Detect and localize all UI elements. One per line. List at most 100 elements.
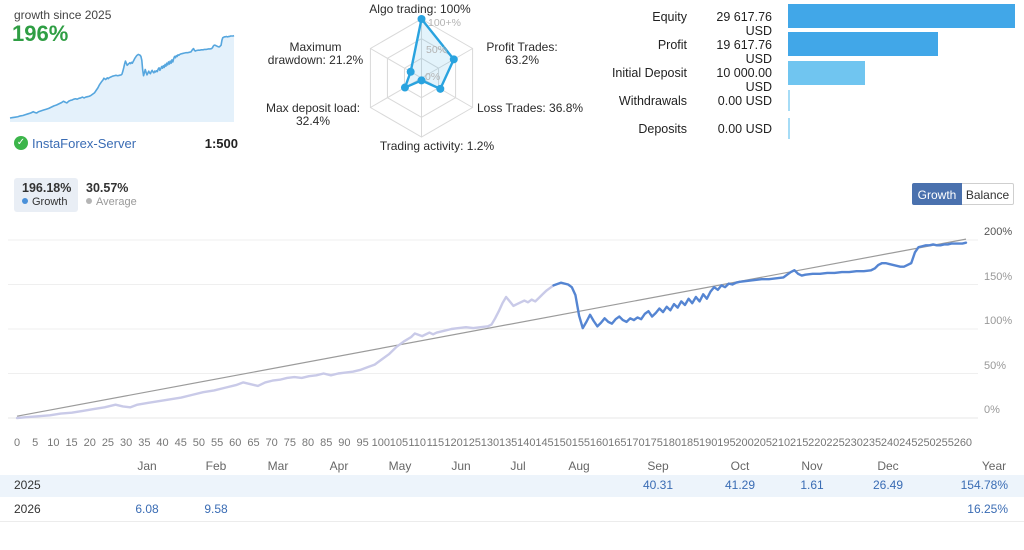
year-label-2026: 2026: [14, 502, 41, 516]
x-tick: 105: [389, 437, 409, 449]
legend-growth-percent: 196.18%: [22, 181, 72, 195]
stat-label-initial-deposit: Initial Deposit: [611, 66, 687, 80]
x-tick: 145: [535, 437, 554, 449]
radar-label-profit-trades: Profit Trades: 63.2%: [486, 40, 558, 67]
stat-label-withdrawals: Withdrawals: [618, 94, 687, 108]
month-label-dec: Dec: [877, 459, 899, 473]
x-tick: 20: [83, 437, 96, 449]
y-axis-label-0: 0%: [984, 404, 1000, 416]
stat-label-equity: Equity: [652, 10, 687, 24]
month-label-year: Year: [981, 459, 1007, 473]
radar-label-loss-trades: Loss Trades: 36.8%: [477, 101, 584, 115]
leverage-value: 1:500: [204, 136, 238, 151]
legend-growth-chip[interactable]: [14, 178, 78, 212]
x-tick: 190: [699, 437, 718, 449]
x-tick: 140: [517, 437, 536, 449]
month-label-mar: Mar: [267, 459, 289, 473]
growth-line-chart: [8, 238, 978, 420]
x-tick: 115: [426, 437, 445, 449]
legend-average-percent[interactable]: 30.57%: [86, 181, 129, 195]
cell-2026-jan: 6.08: [135, 502, 159, 516]
x-tick: 170: [626, 437, 645, 449]
month-label-nov: Nov: [801, 459, 823, 473]
x-tick: 195: [717, 437, 736, 449]
month-label-jun: Jun: [451, 459, 471, 473]
cell-2025-nov: 1.61: [800, 478, 824, 492]
x-tick: 80: [301, 437, 315, 449]
stat-value-withdrawals: 0.00 USD: [717, 94, 772, 108]
month-label-jul: Jul: [510, 459, 526, 473]
x-tick: 100: [371, 437, 390, 449]
legend-average-label: Average: [86, 196, 137, 208]
month-label-feb: Feb: [205, 459, 227, 473]
growth-percent-value: 196%: [12, 21, 69, 46]
x-tick: 35: [138, 437, 151, 449]
server-link[interactable]: InstaForex-Server: [32, 136, 137, 151]
x-tick: 245: [899, 437, 918, 449]
x-tick: 90: [338, 437, 351, 449]
x-axis-ticks: 0 5 10 15 20 25 30 35 40 45 50 55 60 65 70 75 80 85 90 95 10…: [0, 437, 1024, 451]
stat-bar-withdrawals: [788, 90, 790, 111]
stat-label-deposits: Deposits: [638, 122, 687, 136]
radar-ring-label-100: 100+%: [428, 17, 461, 29]
x-tick: 150: [553, 437, 572, 449]
stat-value-profit: 19 617.76 USD: [716, 38, 772, 66]
stat-value-deposits: 0.00 USD: [717, 122, 772, 136]
balance-tab-button[interactable]: Balance: [962, 183, 1014, 205]
x-tick: 205: [753, 437, 772, 449]
growth-dot-icon: [22, 198, 28, 204]
radar-label-maximum-drawdown: Maximum drawdown: 21.2%: [267, 40, 364, 67]
x-tick: 125: [462, 437, 481, 449]
stat-bar-initial-deposit: [788, 61, 865, 85]
cell-2026-feb: 9.58: [204, 502, 228, 516]
month-label-may: May: [388, 459, 412, 473]
average-dot-icon: [86, 198, 92, 204]
x-tick: 40: [156, 437, 169, 449]
x-tick: 240: [880, 437, 900, 449]
cell-2025-dec: 26.49: [872, 478, 904, 492]
y-axis-label-50: 50%: [984, 360, 1007, 372]
year-label-2025: 2025: [14, 478, 41, 492]
x-tick: 130: [480, 437, 500, 449]
radar-label-algo-trading: Algo trading: 100%: [369, 2, 471, 16]
x-tick: 5: [32, 437, 39, 449]
stat-value-equity: 29 617.76 USD: [716, 10, 772, 38]
x-tick: 25: [101, 437, 115, 449]
x-tick: 120: [444, 437, 463, 449]
x-tick: 110: [408, 437, 426, 449]
x-tick: 135: [498, 437, 518, 449]
x-tick: 250: [917, 437, 936, 449]
radar-chart: [369, 15, 474, 138]
x-tick: 95: [356, 437, 369, 449]
x-tick: 255: [935, 437, 954, 449]
x-tick: 85: [320, 437, 333, 449]
month-label-sep: Sep: [647, 459, 669, 473]
cell-2025-oct: 41.29: [724, 478, 756, 492]
cell-2025-year-total: 154.78%: [960, 478, 1008, 492]
month-label-oct: Oct: [730, 459, 750, 473]
x-tick: 55: [210, 437, 224, 449]
y-axis-label-150: 150%: [984, 271, 1013, 283]
x-tick: 70: [265, 437, 278, 449]
x-tick: 180: [662, 437, 682, 449]
x-tick: 15: [65, 437, 78, 449]
table-footer: How is the Growth in Signals Calculated?…: [0, 521, 1024, 550]
growth-since-label: growth since 2025: [14, 8, 112, 22]
x-tick: 30: [120, 437, 133, 449]
x-tick: 220: [808, 437, 827, 449]
x-tick: 60: [229, 437, 242, 449]
x-tick: 75: [283, 437, 296, 449]
y-axis-label-200: 200%: [984, 226, 1013, 238]
month-label-aug: Aug: [568, 459, 590, 473]
x-tick: 200: [735, 437, 754, 449]
growth-tab-button[interactable]: Growth: [912, 183, 962, 205]
x-tick: 260: [953, 437, 973, 449]
stat-bar-profit: [788, 32, 938, 56]
x-tick: 225: [826, 437, 845, 449]
cell-2026-year-total: 16.25%: [967, 502, 1008, 516]
y-axis-label-100: 100%: [984, 315, 1013, 327]
radar-ring-label-50: 50%: [426, 44, 448, 56]
stat-bar-deposits: [788, 118, 790, 139]
radar-ring-label-0: 0%: [425, 71, 441, 83]
